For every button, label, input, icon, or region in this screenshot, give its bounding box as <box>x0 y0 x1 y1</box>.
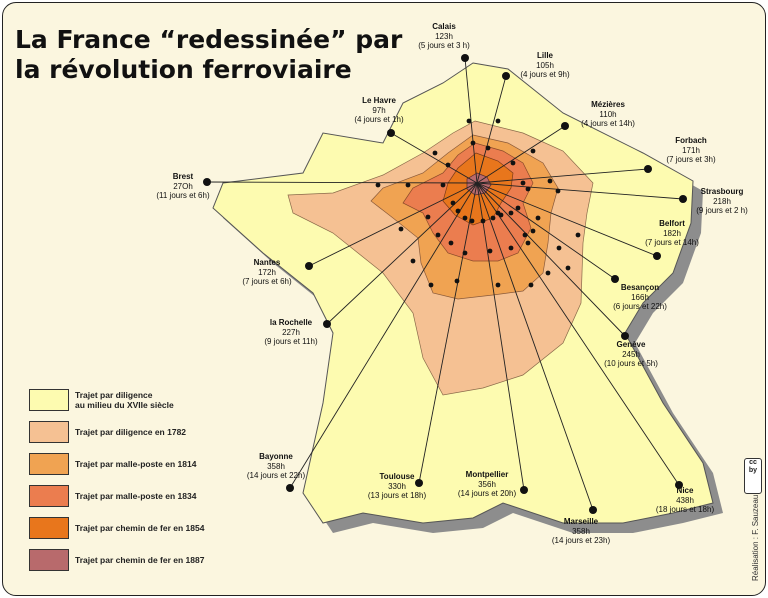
legend-swatch <box>29 549 69 571</box>
city-name: Le Havre <box>362 96 396 105</box>
legend-label: Trajet par chemin de fer en 1854 <box>75 523 205 533</box>
legend-swatch <box>29 389 69 411</box>
city-hours: 227h <box>282 328 300 337</box>
legend-swatch <box>29 517 69 539</box>
city-hours: 358h <box>572 527 590 536</box>
city-detail: (13 jours et 18h) <box>368 491 427 500</box>
city-name: Strasbourg <box>701 187 744 196</box>
city-detail: (9 jours et 11h) <box>264 337 318 346</box>
city-detail: (6 jours et 22h) <box>613 302 667 311</box>
city-marseille: Marseille 358h (14 jours et 23h) <box>552 506 611 545</box>
city-hours: 172h <box>258 268 276 277</box>
city-hours: 330h <box>388 482 406 491</box>
city-brest: Brest 27Oh (11 jours et 6h) <box>156 172 211 200</box>
city-hours: 438h <box>676 496 694 505</box>
city-name: Genève <box>617 340 646 349</box>
city-nice: Nice 438h (18 jours et 18h) <box>656 481 715 514</box>
city-detail: (18 jours et 18h) <box>656 505 715 514</box>
city-besancon: Besançon 166h (6 jours et 22h) <box>611 275 667 311</box>
city-detail: (10 jours et 5h) <box>604 359 658 368</box>
city-mezieres: Mézières 110h (4 jours et 14h) <box>561 100 635 130</box>
city-name: la Rochelle <box>270 318 313 327</box>
city-bayonne: Bayonne 358h (14 jours et 22h) <box>247 452 306 492</box>
city-detail: (11 jours et 6h) <box>156 191 210 200</box>
city-hours: 182h <box>663 229 681 238</box>
legend-label: au milieu du XVIIe siècle <box>75 400 174 410</box>
city-hours: 166h <box>631 293 649 302</box>
city-hours: 356h <box>478 480 496 489</box>
city-hours: 97h <box>372 106 385 115</box>
legend-label: Trajet par diligence <box>75 390 153 400</box>
city-hours: 358h <box>267 462 285 471</box>
city-la-rochelle: la Rochelle 227h (9 jours et 11h) <box>264 318 331 346</box>
city-belfort: Belfort 182h (7 jours et 14h) <box>645 219 699 260</box>
city-hours: 171h <box>682 146 700 155</box>
city-name: Toulouse <box>380 472 416 481</box>
city-hours: 123h <box>435 32 453 41</box>
city-hours: 110h <box>599 110 616 119</box>
city-calais: Calais 123h (5 jours et 3 h) <box>418 22 470 62</box>
city-name: Nantes <box>254 258 281 267</box>
city-detail: (4 jours et 9h) <box>520 70 570 79</box>
route-lines <box>206 57 684 511</box>
city-detail: (14 jours et 20h) <box>458 489 517 498</box>
title-line-2: la révolution ferroviaire <box>15 55 352 84</box>
city-detail: (9 jours et 2 h) <box>696 206 748 215</box>
legend-label: Trajet par malle-poste en 1814 <box>75 459 197 469</box>
city-detail: (4 jours et 14h) <box>581 119 635 128</box>
city-detail: (7 jours et 3h) <box>666 155 716 164</box>
legend-label: Trajet par chemin de fer en 1887 <box>75 555 205 565</box>
city-detail: (7 jours et 14h) <box>645 238 699 247</box>
city-name: Marseille <box>564 517 599 526</box>
city-detail: (4 jours et 1h) <box>354 115 404 124</box>
city-hours: 245h <box>622 350 640 359</box>
city-name: Forbach <box>675 136 707 145</box>
city-detail: (5 jours et 3 h) <box>418 41 470 50</box>
city-toulouse: Toulouse 330h (13 jours et 18h) <box>368 472 427 500</box>
city-detail: (14 jours et 22h) <box>247 471 306 480</box>
city-nantes: Nantes 172h (7 jours et 6h) <box>242 258 313 286</box>
map-title: La France “redessinée” par la révolution… <box>15 25 402 85</box>
france-map: Calais 123h (5 jours et 3 h) Lille 105h … <box>156 22 748 545</box>
city-name: Nice <box>677 486 694 495</box>
city-lille: Lille 105h (4 jours et 9h) <box>502 51 570 80</box>
city-name: Montpellier <box>466 470 509 479</box>
stage-dots <box>375 118 581 288</box>
cc-license-badge: cc by <box>744 458 762 494</box>
city-hours: 218h <box>713 197 731 206</box>
legend-label: Trajet par diligence en 1782 <box>75 427 187 437</box>
city-name: Besançon <box>621 283 659 292</box>
credit-text: Réalisation : F. Sauzeau <box>751 494 760 581</box>
legend-label: Trajet par malle-poste en 1834 <box>75 491 197 501</box>
city-hours: 27Oh <box>173 182 193 191</box>
city-strasbourg: Strasbourg 218h (9 jours et 2 h) <box>679 187 748 215</box>
city-forbach: Forbach 171h (7 jours et 3h) <box>644 136 716 173</box>
city-name: Belfort <box>659 219 685 228</box>
city-detail: (7 jours et 6h) <box>242 277 292 286</box>
legend-swatch <box>29 453 69 475</box>
city-hours: 105h <box>536 61 554 70</box>
city-name: Brest <box>173 172 194 181</box>
city-name: Bayonne <box>259 452 293 461</box>
legend-swatch <box>29 421 69 443</box>
city-geneve: Genève 245h (10 jours et 5h) <box>604 332 658 368</box>
city-name: Calais <box>432 22 456 31</box>
title-line-1: La France “redessinée” par <box>15 25 403 54</box>
city-name: Lille <box>537 51 554 60</box>
city-montpellier: Montpellier 356h (14 jours et 20h) <box>458 470 528 498</box>
legend-swatch <box>29 485 69 507</box>
city-detail: (14 jours et 23h) <box>552 536 611 545</box>
city-le-havre: Le Havre 97h (4 jours et 1h) <box>354 96 404 137</box>
city-name: Mézières <box>591 100 625 109</box>
